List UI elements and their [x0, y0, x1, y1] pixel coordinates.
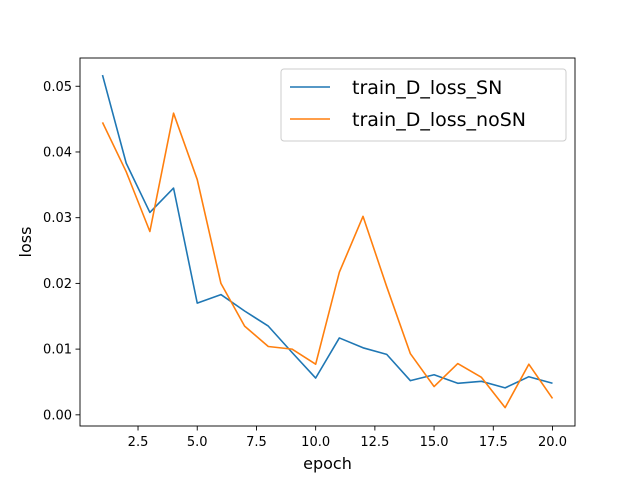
- y-tick-label: 0.05: [43, 80, 72, 95]
- y-tick-label: 0.03: [43, 211, 72, 226]
- legend-label-train-d-loss-nosn: train_D_loss_noSN: [352, 109, 526, 131]
- y-tick-label: 0.02: [43, 277, 72, 292]
- x-tick-label: 2.5: [128, 435, 149, 450]
- y-axis-label: loss: [16, 227, 35, 258]
- x-axis-ticks: 2.5 5.0 7.5 10.0 12.5 15.0 17.5 20.0: [128, 426, 567, 450]
- series-line-train-d-loss-sn: [101, 74, 553, 389]
- x-tick-label: 20.0: [538, 435, 567, 450]
- x-tick-label: 10.0: [301, 435, 330, 450]
- y-tick-label: 0.01: [43, 343, 72, 358]
- x-tick-label: 15.0: [420, 435, 449, 450]
- legend-label-train-d-loss-sn: train_D_loss_SN: [352, 77, 502, 99]
- x-tick-label: 12.5: [360, 435, 389, 450]
- series-layer: [101, 74, 554, 409]
- x-tick-label: 5.0: [187, 435, 208, 450]
- series-line-train-d-loss-nosn: [101, 112, 554, 409]
- y-tick-label: 0.00: [43, 408, 72, 423]
- legend-box: [280, 68, 567, 142]
- x-tick-label: 17.5: [479, 435, 508, 450]
- y-axis-ticks: 0.00 0.01 0.02 0.03 0.04 0.05: [43, 80, 80, 423]
- y-tick-label: 0.04: [43, 145, 72, 160]
- legend: train_D_loss_SN train_D_loss_noSN: [280, 68, 567, 142]
- x-axis-label: epoch: [303, 454, 352, 473]
- plot-frame: [79, 57, 576, 427]
- x-tick-label: 7.5: [246, 435, 267, 450]
